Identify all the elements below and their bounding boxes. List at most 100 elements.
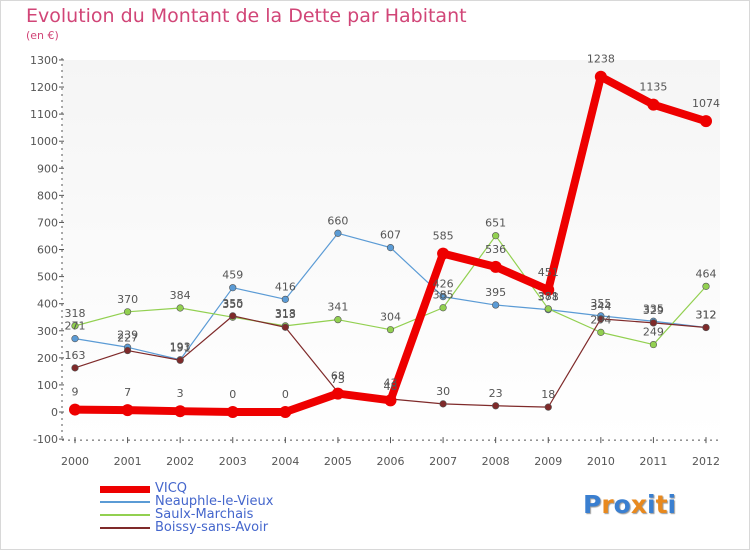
data-label-boissy-sans-avoir: 163 xyxy=(65,349,86,362)
data-label-boissy-sans-avoir: 355 xyxy=(222,297,243,310)
series-point-boissy-sans-avoir xyxy=(229,312,237,320)
data-label-neauphle-le-vieux: 416 xyxy=(275,280,296,293)
data-label-vicq: 0 xyxy=(229,388,236,401)
data-label-neauphle-le-vieux: 193 xyxy=(170,341,191,354)
y-tick-label: 500 xyxy=(37,271,58,284)
data-label-vicq: 7 xyxy=(124,386,131,399)
data-label-neauphle-le-vieux: 660 xyxy=(327,214,348,227)
x-tick-label: 2009 xyxy=(534,455,562,468)
x-tick-label: 2002 xyxy=(166,455,194,468)
series-point-saulx-marchais xyxy=(176,304,184,312)
series-point-boissy-sans-avoir xyxy=(702,323,710,332)
legend-item: Boissy-sans-Avoir xyxy=(100,520,360,535)
data-label-vicq: 68 xyxy=(331,370,345,383)
y-tick-label: 600 xyxy=(37,244,58,257)
data-label-vicq: 1074 xyxy=(692,97,720,110)
series-point-neauphle-le-vieux xyxy=(386,244,395,252)
legend-swatch xyxy=(100,485,150,493)
data-label-vicq: 9 xyxy=(72,386,79,399)
data-label-vicq: 3 xyxy=(177,387,184,400)
series-point-vicq xyxy=(489,260,502,273)
data-label-boissy-sans-avoir: 344 xyxy=(590,300,611,313)
series-point-vicq xyxy=(226,406,239,418)
data-label-neauphle-le-vieux: 239 xyxy=(117,328,138,341)
y-tick-label: -100 xyxy=(33,433,58,446)
data-label-vicq: 585 xyxy=(433,230,454,243)
data-label-vicq: 1135 xyxy=(639,81,667,94)
data-label-saulx-marchais: 370 xyxy=(117,293,138,306)
data-label-saulx-marchais: 294 xyxy=(590,313,611,326)
series-point-neauphle-le-vieux xyxy=(334,229,342,237)
logo-letter: x xyxy=(630,490,647,519)
series-point-saulx-marchais xyxy=(123,308,132,316)
data-label-boissy-sans-avoir: 30 xyxy=(436,385,450,398)
series-point-saulx-marchais xyxy=(597,328,605,336)
series-point-boissy-sans-avoir xyxy=(544,403,552,411)
data-label-boissy-sans-avoir: 23 xyxy=(489,387,503,400)
series-point-neauphle-le-vieux xyxy=(71,335,79,343)
data-label-neauphle-le-vieux: 312 xyxy=(696,309,717,322)
proxiti-logo: Proxiti xyxy=(583,490,676,519)
y-tick-label: 200 xyxy=(37,352,58,365)
data-label-saulx-marchais: 318 xyxy=(275,307,296,320)
data-label-saulx-marchais: 341 xyxy=(327,301,348,314)
x-tick-label: 2007 xyxy=(429,455,457,468)
data-label-vicq: 43 xyxy=(384,376,398,389)
legend-label: Boissy-sans-Avoir xyxy=(155,520,269,535)
logo-letter: P xyxy=(583,490,602,519)
series-point-neauphle-le-vieux xyxy=(439,293,447,301)
legend-label: Neauphle-le-Vieux xyxy=(155,494,274,509)
data-label-boissy-sans-avoir: 48 xyxy=(384,380,398,393)
data-label-neauphle-le-vieux: 378 xyxy=(538,291,559,304)
data-label-neauphle-le-vieux: 395 xyxy=(485,286,506,299)
series-point-vicq xyxy=(384,394,397,407)
logo-letter: t xyxy=(655,490,668,519)
data-label-neauphle-le-vieux: 355 xyxy=(590,297,611,310)
data-label-neauphle-le-vieux: 271 xyxy=(65,320,86,333)
data-label-vicq: 451 xyxy=(538,266,559,279)
series-point-vicq xyxy=(542,283,555,296)
data-label-neauphle-le-vieux: 607 xyxy=(380,229,401,242)
data-label-saulx-marchais: 350 xyxy=(222,298,243,311)
y-tick-label: 1300 xyxy=(30,54,58,67)
data-label-vicq: 536 xyxy=(485,243,506,256)
x-tick-label: 2005 xyxy=(324,455,352,468)
logo-letter: o xyxy=(613,490,631,519)
data-label-saulx-marchais: 651 xyxy=(485,217,506,230)
legend-item: VICQ xyxy=(100,481,360,496)
series-point-saulx-marchais xyxy=(334,316,342,324)
series-point-vicq xyxy=(700,115,712,128)
logo-letter: i xyxy=(647,490,656,519)
chart-subtitle: (en €) xyxy=(26,29,59,42)
y-tick-label: 400 xyxy=(37,298,58,311)
x-tick-label: 2003 xyxy=(219,455,247,468)
x-tick-label: 2010 xyxy=(587,455,615,468)
y-tick-label: 1200 xyxy=(30,81,58,94)
data-label-vicq: 1238 xyxy=(587,53,615,66)
data-label-boissy-sans-avoir: 73 xyxy=(331,373,345,386)
data-label-boissy-sans-avoir: 329 xyxy=(643,304,664,317)
series-point-boissy-sans-avoir xyxy=(123,346,132,355)
x-tick-label: 2001 xyxy=(114,455,142,468)
data-label-saulx-marchais: 249 xyxy=(643,326,664,339)
series-point-neauphle-le-vieux xyxy=(281,295,289,303)
legend-swatch xyxy=(100,514,150,516)
y-tick-label: 0 xyxy=(51,406,58,419)
legend-swatch xyxy=(100,527,150,529)
data-label-boissy-sans-avoir: 18 xyxy=(541,388,555,401)
series-point-saulx-marchais xyxy=(544,305,552,313)
legend-swatch xyxy=(100,501,150,503)
series-point-saulx-marchais xyxy=(71,322,79,330)
x-tick-label: 2000 xyxy=(61,455,89,468)
y-tick-label: 900 xyxy=(37,162,58,175)
y-tick-label: 300 xyxy=(37,325,58,338)
x-tick-label: 2006 xyxy=(377,455,405,468)
axes: -100010020030040050060070080090010001100… xyxy=(30,54,720,468)
series-point-vicq xyxy=(69,403,81,416)
x-tick-label: 2004 xyxy=(271,455,299,468)
data-label-neauphle-le-vieux: 335 xyxy=(643,302,664,315)
series-layer xyxy=(69,70,712,418)
series-point-boissy-sans-avoir xyxy=(649,319,658,327)
series-point-boissy-sans-avoir xyxy=(492,402,500,410)
